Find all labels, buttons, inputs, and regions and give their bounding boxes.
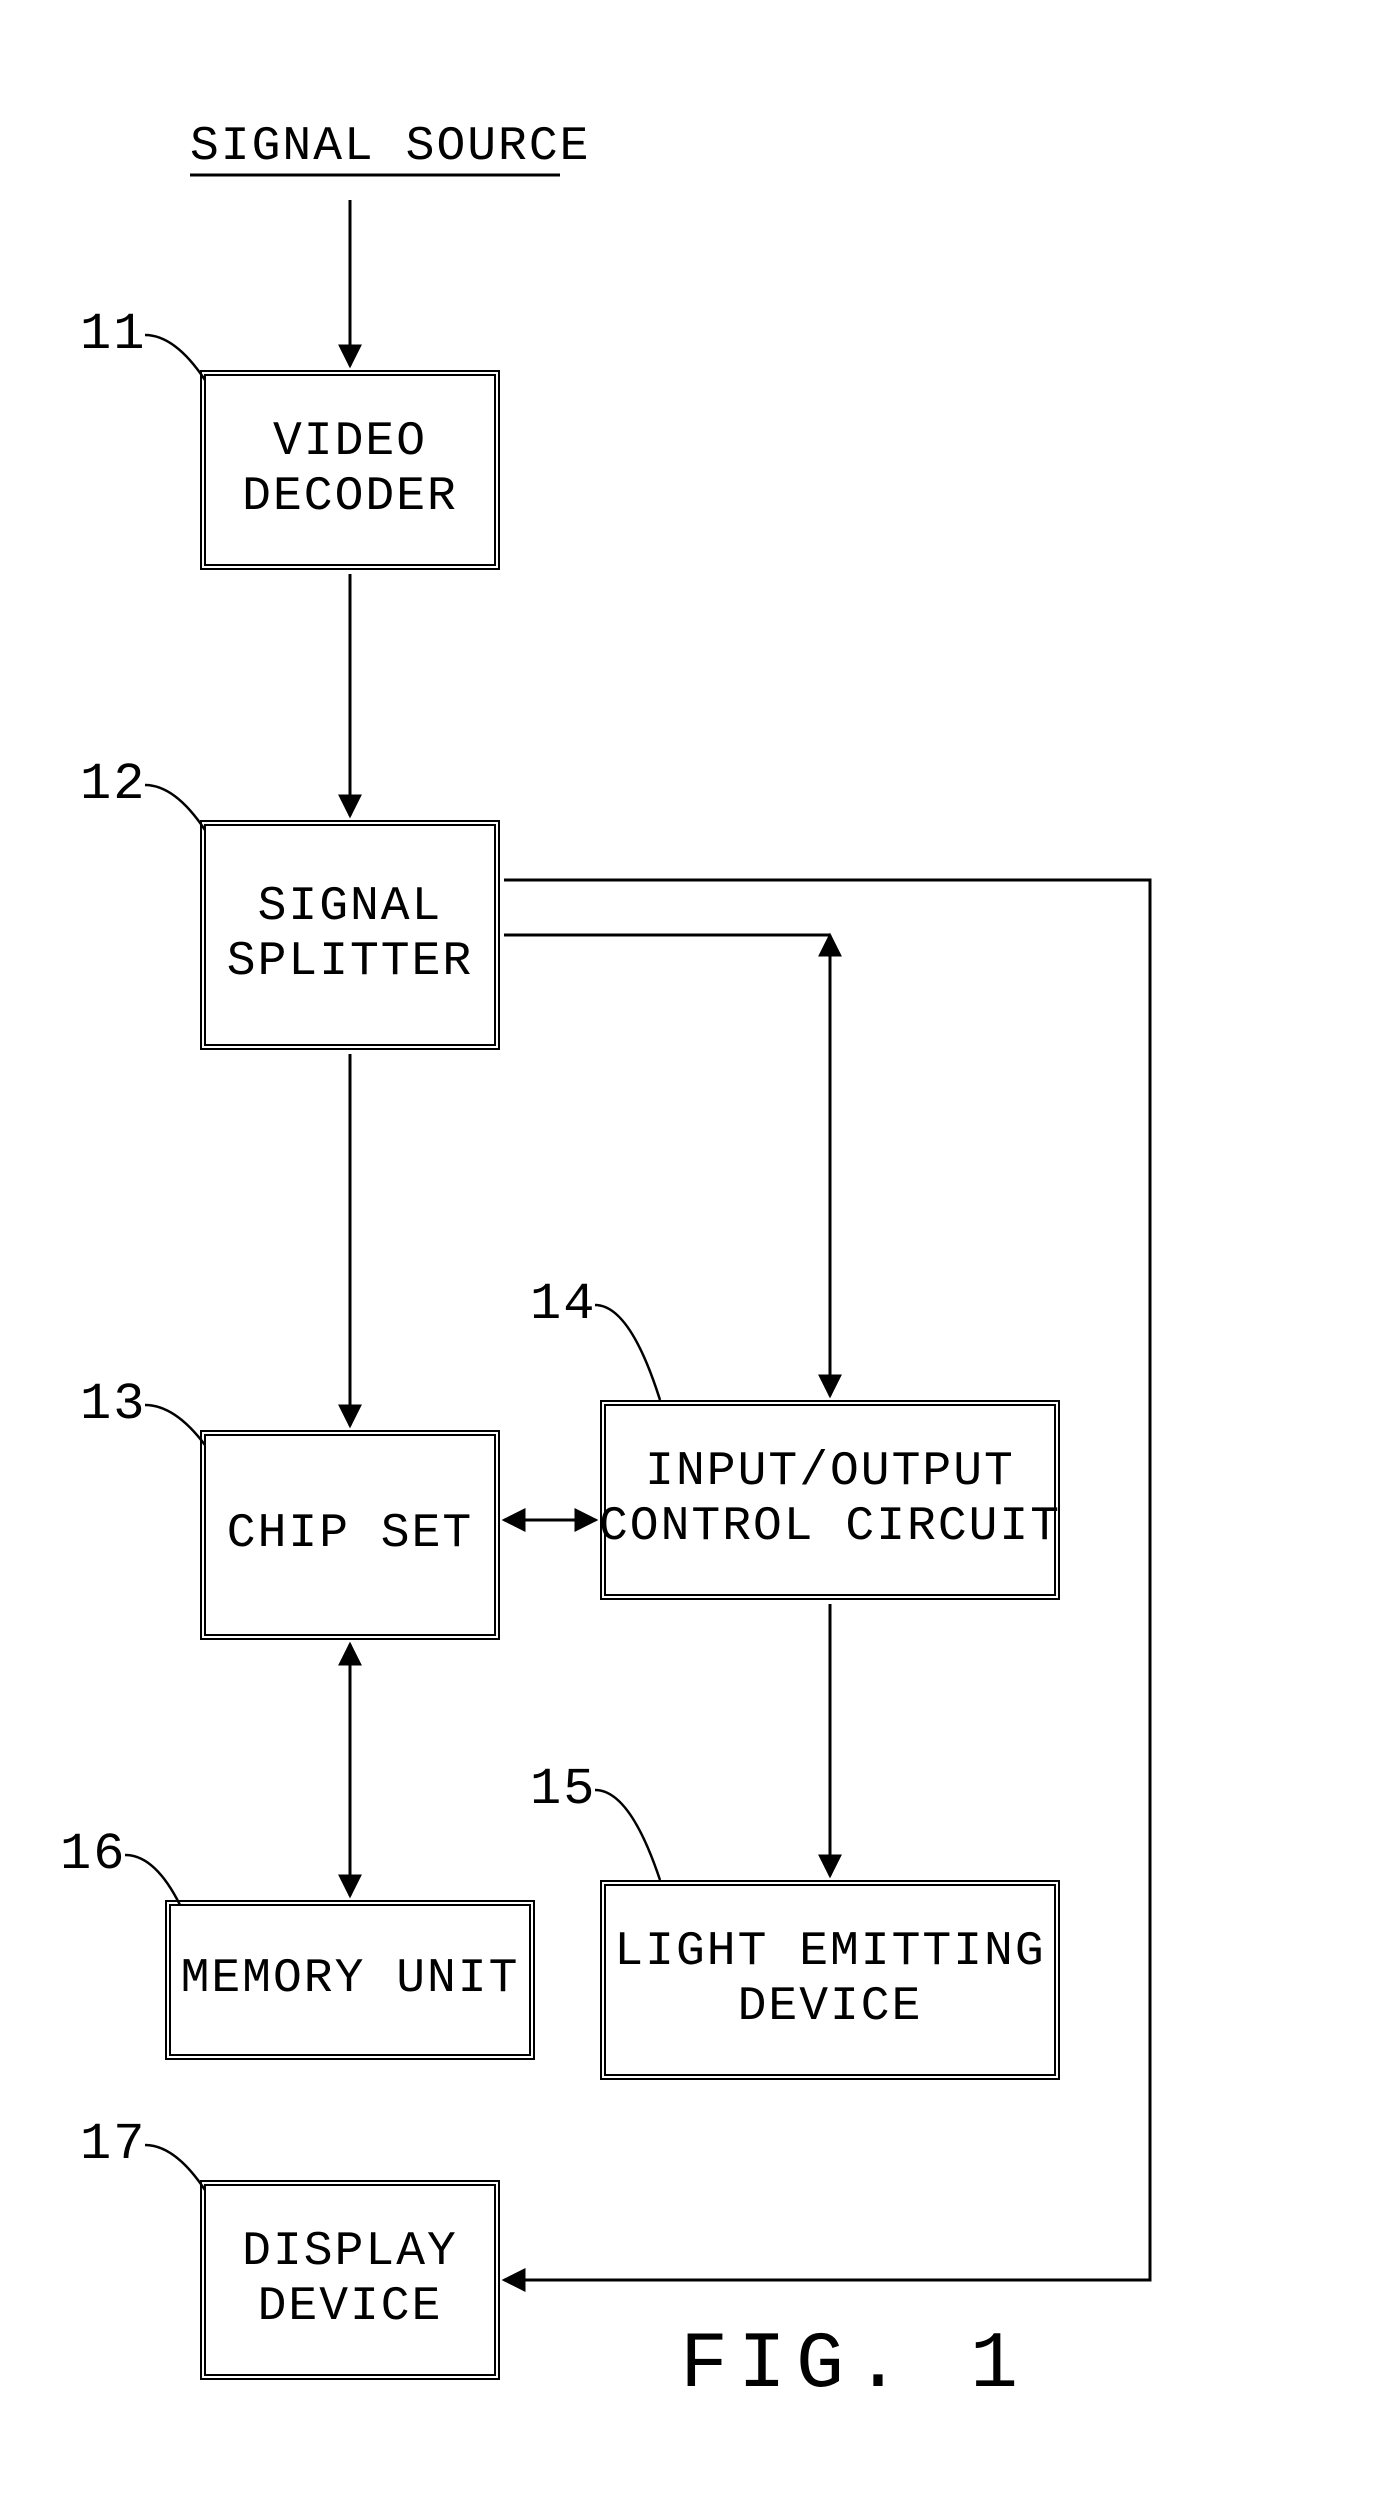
figure-caption: FIG. 1 [680, 2320, 1028, 2411]
id-label-12: 12 [80, 755, 146, 814]
id-label-14: 14 [530, 1275, 596, 1334]
id-label-13: 13 [80, 1375, 146, 1434]
id-label-15: 15 [530, 1760, 596, 1819]
id-label-11: 11 [80, 305, 146, 364]
diagram-page: SIGNAL SOURCE VIDEO DECODER SIGNAL SPLIT… [0, 0, 1400, 2508]
node-video-decoder: VIDEO DECODER [200, 370, 500, 570]
node-chip-set: CHIP SET [200, 1430, 500, 1640]
id-label-17: 17 [80, 2115, 146, 2174]
signal-source-label: SIGNAL SOURCE [190, 120, 590, 174]
node-memory-unit: MEMORY UNIT [165, 1900, 535, 2060]
node-light-emitting: LIGHT EMITTING DEVICE [600, 1880, 1060, 2080]
id-label-16: 16 [60, 1825, 126, 1884]
node-io-control: INPUT/OUTPUT CONTROL CIRCUIT [600, 1400, 1060, 1600]
node-display-device: DISPLAY DEVICE [200, 2180, 500, 2380]
node-signal-splitter: SIGNAL SPLITTER [200, 820, 500, 1050]
